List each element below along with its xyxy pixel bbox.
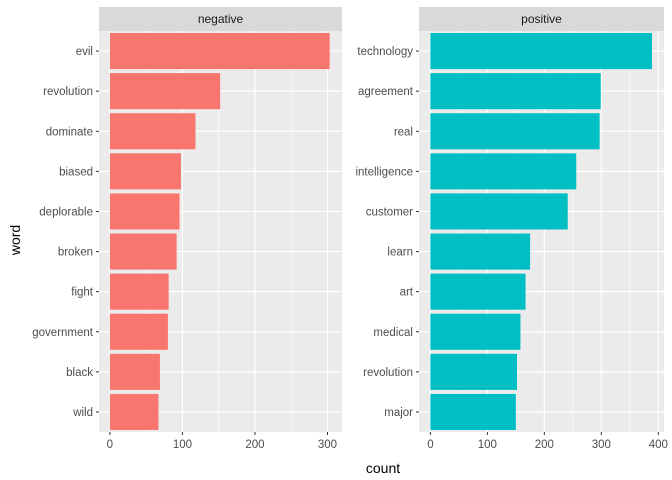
- y-tick-label: agreement: [358, 86, 414, 98]
- y-tick-label: wild: [72, 407, 93, 419]
- bar-biased: [109, 153, 181, 190]
- bar-black: [109, 353, 160, 390]
- y-tick-label: revolution: [43, 86, 93, 98]
- bar-intelligence: [430, 153, 577, 190]
- y-tick-label: real: [394, 126, 413, 138]
- y-tick-label: biased: [59, 166, 93, 178]
- x-tick-label: 200: [245, 439, 264, 451]
- x-tick-label: 0: [107, 439, 113, 451]
- bar-technology: [430, 33, 653, 70]
- x-tick-label: 400: [649, 439, 668, 451]
- bar-fight: [109, 273, 169, 310]
- x-tick-label: 100: [173, 439, 192, 451]
- x-axis-title: count: [366, 460, 400, 476]
- bar-dominate: [109, 113, 196, 150]
- y-tick-label: evil: [76, 46, 93, 58]
- panels-layer: negative evil revolution dominate biased depl…: [32, 7, 668, 451]
- bar-real: [430, 113, 600, 150]
- y-tick-label: customer: [366, 206, 413, 218]
- y-tick-label: broken: [58, 247, 93, 259]
- bar-learn: [430, 233, 531, 270]
- facet-strip: [419, 7, 664, 31]
- x-tick-label: 0: [427, 439, 433, 451]
- facet-label: negative: [198, 12, 244, 26]
- x-tick-label: 100: [478, 439, 497, 451]
- y-axis-title: word: [7, 225, 23, 256]
- y-tick-label: art: [400, 287, 414, 299]
- x-tick-label: 300: [318, 439, 337, 451]
- y-tick-label: revolution: [363, 367, 413, 379]
- bar-deplorable: [109, 193, 180, 230]
- bar-broken: [109, 233, 177, 270]
- bar-revolution: [109, 73, 221, 110]
- y-tick-label: government: [32, 327, 94, 339]
- y-tick-label: deplorable: [39, 206, 93, 218]
- bar-art: [430, 273, 526, 310]
- y-tick-label: major: [384, 407, 413, 419]
- x-tick-label: 200: [535, 439, 554, 451]
- panel-negative: negative evil revolution dominate biased depl…: [32, 7, 342, 451]
- panel-positive: positive technology agreement real intellige…: [355, 7, 668, 451]
- y-tick-label: intelligence: [355, 166, 413, 178]
- y-tick-label: fight: [71, 287, 94, 299]
- bar-wild: [109, 393, 159, 430]
- y-tick-label: black: [66, 367, 93, 379]
- bar-evil: [109, 33, 330, 70]
- bar-major: [430, 393, 516, 430]
- bar-government: [109, 313, 168, 350]
- y-tick-label: technology: [357, 46, 413, 58]
- facet-label: positive: [521, 12, 562, 26]
- x-tick-label: 300: [592, 439, 611, 451]
- bar-customer: [430, 193, 568, 230]
- y-tick-label: learn: [387, 247, 413, 259]
- bar-medical: [430, 313, 521, 350]
- y-tick-label: medical: [373, 327, 413, 339]
- bar-revolution: [430, 353, 517, 390]
- facet-strip: [99, 7, 342, 31]
- y-tick-label: dominate: [46, 126, 93, 138]
- bar-agreement: [430, 73, 601, 110]
